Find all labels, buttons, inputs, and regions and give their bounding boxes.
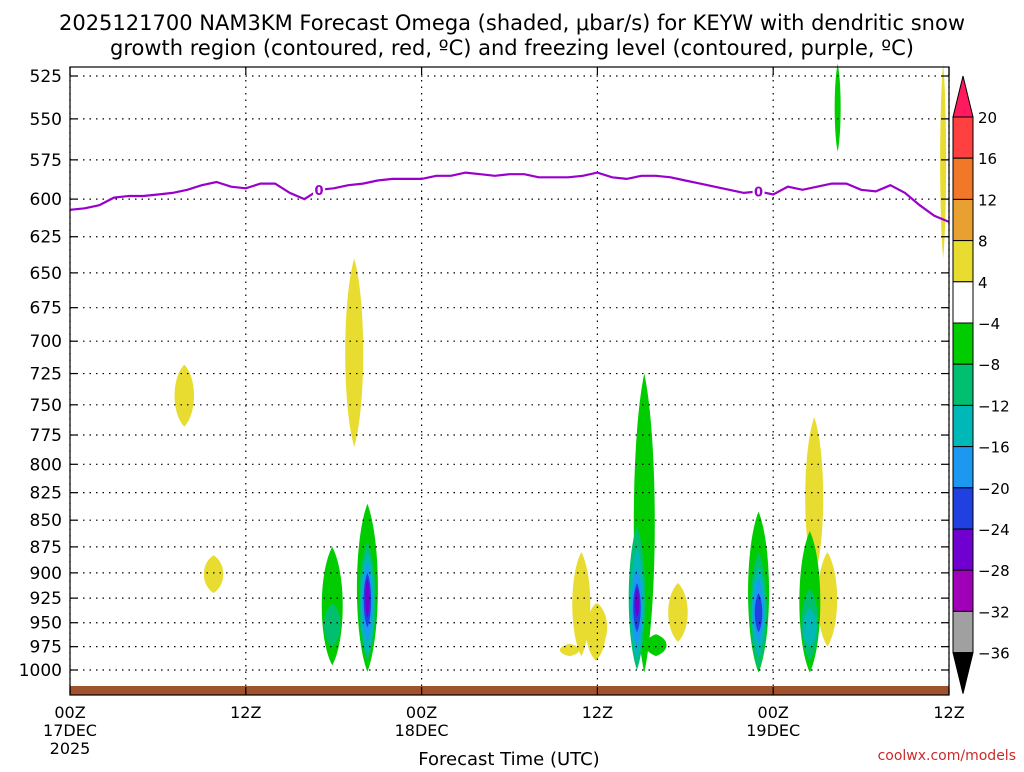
- colorbar-label-0: 20: [978, 109, 997, 127]
- colorbar-bottom-triangle: [952, 652, 974, 694]
- y-tick-label-550: 550: [30, 110, 62, 130]
- x-tick-label-12-1: 12Z: [230, 703, 261, 722]
- y-tick-label-575: 575: [30, 151, 62, 171]
- colorbar-label-6: −8: [978, 356, 1000, 374]
- omega-region-4: [668, 583, 688, 642]
- colorbar-label-5: −4: [978, 315, 1000, 333]
- y-tick-label-675: 675: [30, 299, 62, 319]
- colorbar-band-8: [952, 446, 974, 489]
- omega-region-16: [834, 63, 841, 152]
- colorbar-label-8: −16: [978, 439, 1010, 457]
- colorbar-label-4: 4: [978, 274, 988, 292]
- y-tick-label-625: 625: [30, 228, 62, 248]
- colorbar-label-10: −24: [978, 521, 1010, 539]
- y-tick-label-525: 525: [30, 67, 62, 87]
- freezing-label-bg-0: [313, 181, 326, 198]
- y-tick-label-600: 600: [30, 190, 62, 210]
- y-tick-label-700: 700: [30, 332, 62, 352]
- freezing-level-line: [69, 171, 950, 223]
- x-tick-label-48-2: 19DEC: [746, 721, 800, 740]
- x-tick-label-24-2: 18DEC: [395, 721, 449, 740]
- y-tick-label-800: 800: [30, 455, 62, 475]
- y-tick-label-650: 650: [30, 264, 62, 284]
- y-axis: 525 550 575 600 625 650 675 700 725 750 775 800 825 8…: [19, 67, 949, 681]
- colorbar-label-9: −20: [978, 480, 1010, 498]
- colorbar-label-7: −12: [978, 397, 1010, 415]
- omega-region-17: [645, 634, 667, 657]
- omega-shading: [174, 63, 947, 673]
- y-tick-label-975: 975: [30, 638, 62, 658]
- omega-region-6: [817, 552, 838, 647]
- omega-region-10: [559, 643, 580, 657]
- colorbar-band-12: [952, 610, 974, 654]
- y-tick-label-725: 725: [30, 365, 62, 385]
- chart-title-line1: 2025121700 NAM3KM Forecast Omega (shaded…: [59, 11, 965, 35]
- freezing-label-bg-1: [752, 183, 765, 200]
- x-tick-label-0-1: 00Z: [54, 703, 85, 722]
- colorbar-band-0: [952, 116, 974, 159]
- x-tick-label-48-1: 00Z: [758, 703, 789, 722]
- x-tick-label-36-1: 12Z: [582, 703, 613, 722]
- colorbar-band-7: [952, 404, 974, 448]
- y-tick-label-950: 950: [30, 614, 62, 634]
- x-tick-label-0-3: 2025: [50, 739, 91, 758]
- plot-frame: [69, 66, 950, 696]
- omega-region-3: [572, 552, 591, 657]
- colorbar: 20 16 12 8 4 −4 −8 −12 −16 −20 −24 −28 −32 −36: [952, 75, 1010, 694]
- colorbar-band-2: [952, 198, 974, 242]
- colorbar-band-11: [952, 569, 974, 612]
- colorbar-band-1: [952, 157, 974, 200]
- colorbar-label-12: −32: [978, 603, 1010, 621]
- y-tick-label-875: 875: [30, 538, 62, 558]
- y-tick-label-925: 925: [30, 589, 62, 609]
- freezing-level-label-1: 0: [754, 185, 763, 200]
- omega-region-1: [345, 258, 364, 447]
- omega-region-34: [634, 588, 640, 618]
- y-tick-label-900: 900: [30, 564, 62, 584]
- omega-region-8: [940, 63, 947, 259]
- colorbar-label-2: 12: [978, 191, 997, 209]
- colorbar-label-11: −28: [978, 562, 1010, 580]
- colorbar-label-13: −36: [978, 645, 1010, 663]
- y-tick-label-750: 750: [30, 396, 62, 416]
- x-tick-label-24-1: 00Z: [406, 703, 437, 722]
- colorbar-band-6: [952, 363, 974, 406]
- colorbar-top-triangle: [952, 75, 974, 118]
- colorbar-label-1: 16: [978, 150, 997, 168]
- colorbar-band-10: [952, 528, 974, 571]
- colorbar-label-3: 8: [978, 233, 988, 251]
- freezing-level-label-0: 0: [315, 184, 324, 199]
- surface-ground-layer: [70, 686, 949, 695]
- y-tick-label-775: 775: [30, 426, 62, 446]
- omega-region-2: [203, 555, 224, 594]
- y-tick-label-825: 825: [30, 484, 62, 504]
- chart-title-line2: growth region (contoured, red, ºC) and f…: [110, 36, 914, 60]
- omega-region-33: [365, 577, 370, 618]
- colorbar-band-4: [952, 281, 974, 324]
- x-axis-title: Forecast Time (UTC): [418, 749, 599, 768]
- omega-region-18: [323, 603, 341, 647]
- x-tick-label-0-2: 17DEC: [43, 721, 97, 740]
- credit-text[interactable]: coolwx.com/models: [878, 748, 1016, 764]
- colorbar-band-5: [952, 322, 974, 365]
- y-tick-label-1000: 1000: [19, 661, 62, 681]
- surface-ground-band: [70, 686, 949, 695]
- colorbar-band-9: [952, 487, 974, 530]
- y-tick-label-850: 850: [30, 511, 62, 531]
- colorbar-band-3: [952, 240, 974, 283]
- omega-region-0: [174, 364, 195, 427]
- omega-region-26: [803, 608, 817, 647]
- x-tick-label-60-1: 12Z: [933, 703, 964, 722]
